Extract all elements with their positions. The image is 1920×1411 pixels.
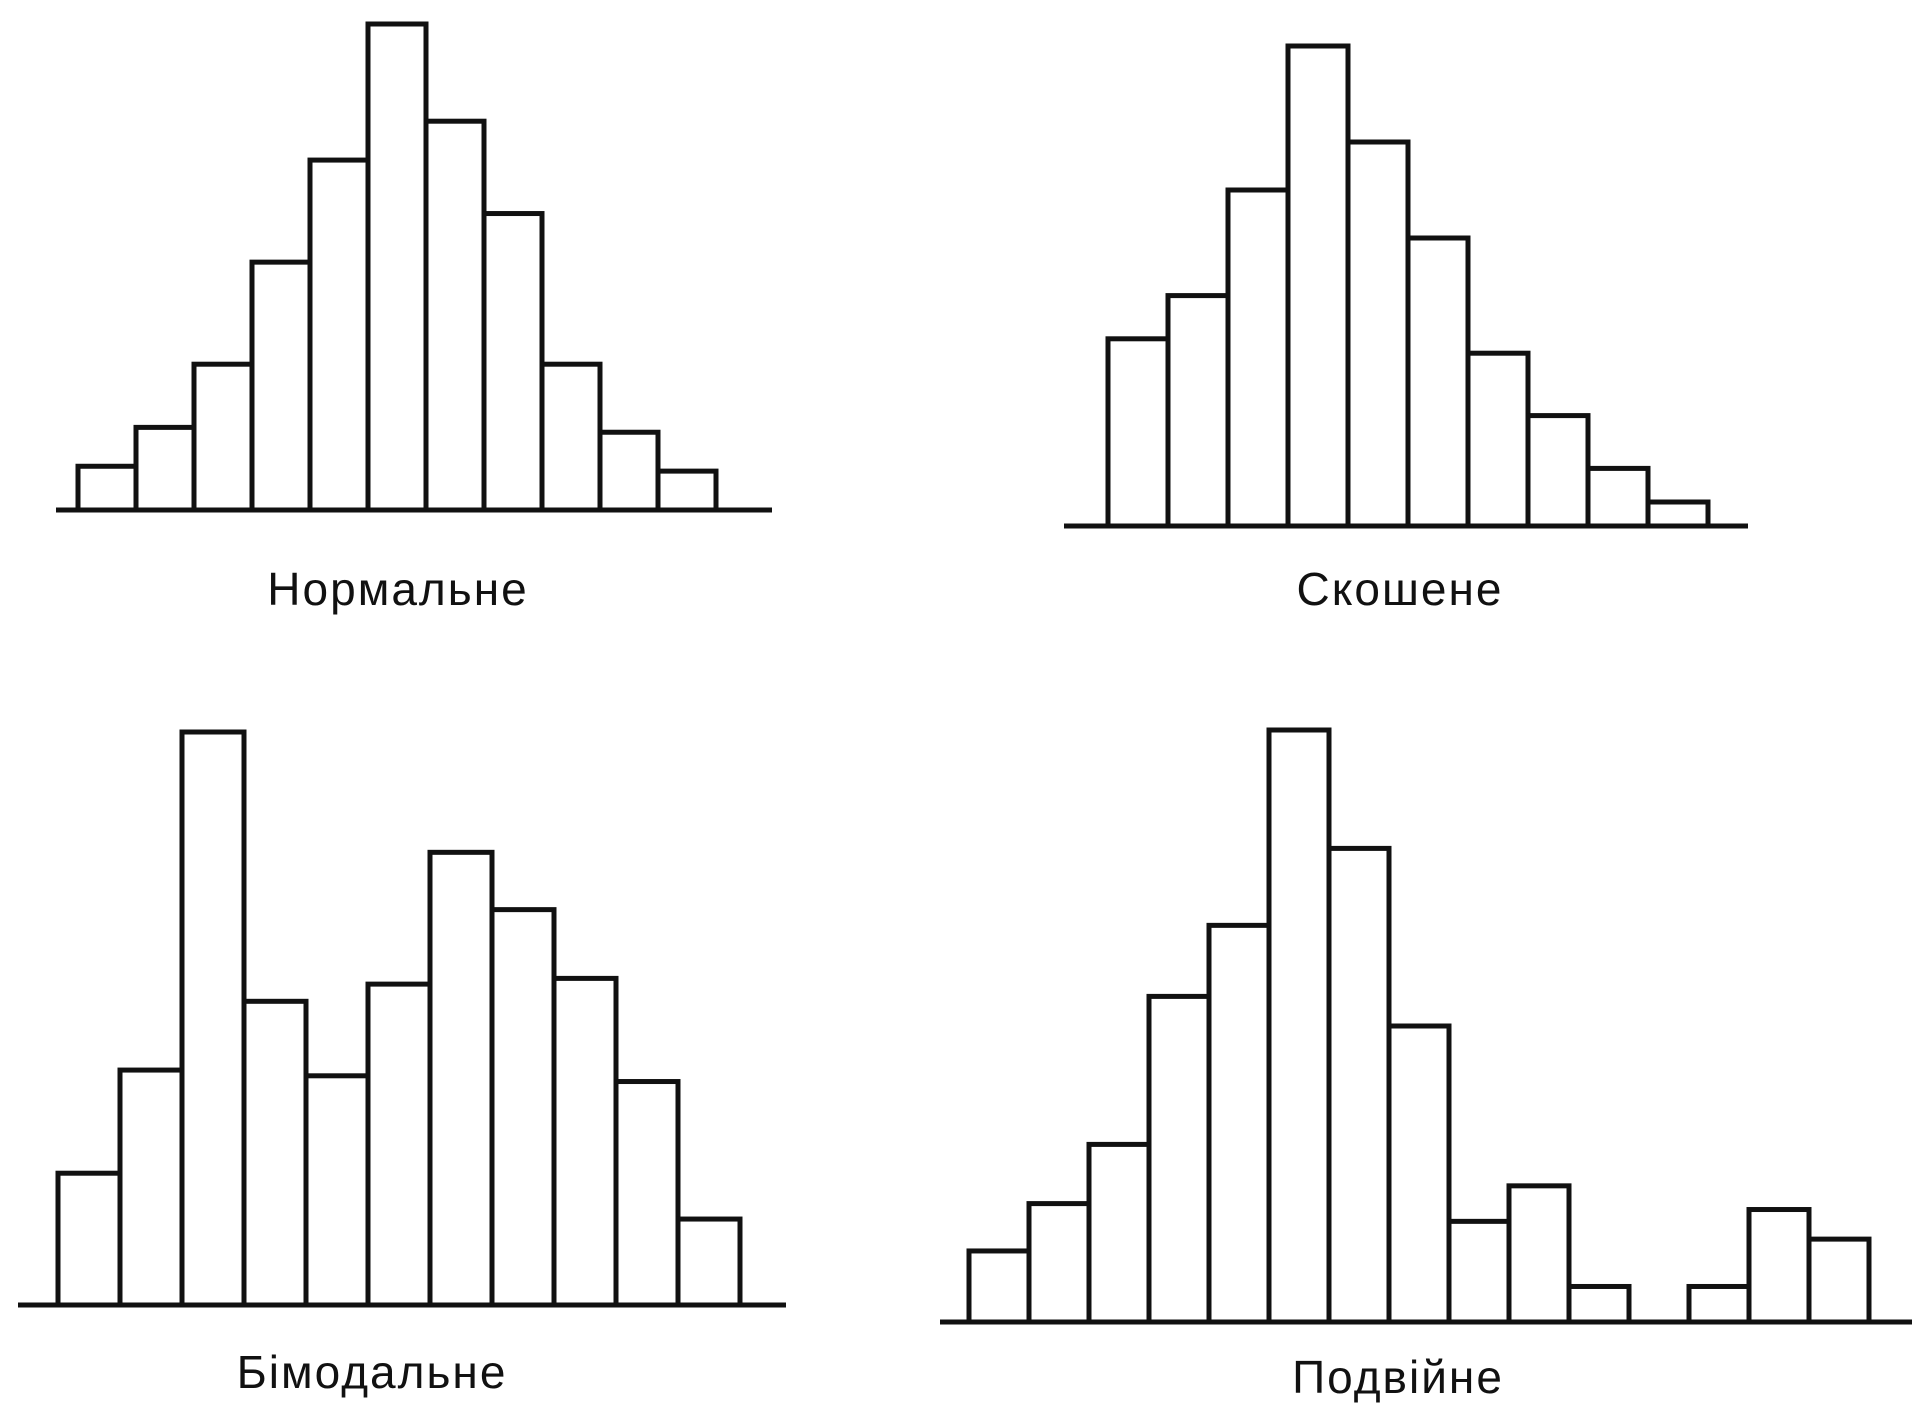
bimodal-bar-11 xyxy=(675,1216,743,1308)
bimodal-bar-1 xyxy=(55,1170,123,1308)
bimodal-bar-2 xyxy=(117,1067,185,1308)
double-bar-5 xyxy=(1206,922,1272,1325)
normal-bar-10 xyxy=(597,429,661,513)
skewed-bar-4 xyxy=(1285,43,1351,529)
bimodal-bar-8 xyxy=(489,907,557,1308)
double-bar-14 xyxy=(1746,1207,1812,1325)
histogram-bimodal-plot xyxy=(18,729,786,1308)
histogram-skewed-plot xyxy=(1064,43,1748,529)
skewed-bar-10 xyxy=(1645,499,1711,529)
histogram-skewed-caption: Скошене xyxy=(1296,563,1504,615)
skewed-bar-5 xyxy=(1345,139,1411,529)
histogram-double: Подвійне xyxy=(940,700,1920,1411)
double-bar-9 xyxy=(1446,1218,1512,1325)
normal-bar-8 xyxy=(481,211,545,513)
normal-bar-9 xyxy=(539,361,603,513)
bimodal-bar-4 xyxy=(241,998,309,1308)
histogram-normal-plot xyxy=(56,21,772,513)
double-bar-15 xyxy=(1806,1236,1872,1325)
double-bar-6 xyxy=(1266,727,1332,1325)
double-bar-4 xyxy=(1146,993,1212,1325)
double-bar-3 xyxy=(1086,1141,1152,1325)
skewed-bar-6 xyxy=(1405,235,1471,529)
bimodal-bar-10 xyxy=(613,1079,681,1308)
bimodal-bar-7 xyxy=(427,849,495,1308)
double-bar-8 xyxy=(1386,1023,1452,1325)
double-bar-7 xyxy=(1326,845,1392,1325)
bimodal-bar-9 xyxy=(551,975,619,1308)
bimodal-bar-6 xyxy=(365,981,433,1308)
double-bar-2 xyxy=(1026,1201,1092,1325)
skewed-bar-8 xyxy=(1525,413,1591,529)
skewed-bar-2 xyxy=(1165,293,1231,529)
histogram-bimodal-caption: Бімодальне xyxy=(236,1346,508,1398)
histogram-double-caption: Подвійне xyxy=(1292,1351,1504,1403)
normal-bar-5 xyxy=(307,157,371,513)
histogram-normal-caption: Нормальне xyxy=(267,563,529,615)
bimodal-bar-3 xyxy=(179,729,247,1308)
normal-bar-11 xyxy=(655,468,719,513)
bimodal-bar-5 xyxy=(303,1073,371,1308)
double-bar-13 xyxy=(1686,1283,1752,1325)
skewed-bar-3 xyxy=(1225,187,1291,529)
double-bar-1 xyxy=(966,1248,1032,1325)
histogram-bimodal: Бімодальне xyxy=(0,700,960,1411)
normal-bar-3 xyxy=(191,361,255,513)
histogram-double-plot xyxy=(940,727,1912,1325)
normal-bar-2 xyxy=(133,424,197,513)
double-bar-11 xyxy=(1566,1283,1632,1325)
normal-bar-1 xyxy=(75,463,139,513)
skewed-bar-1 xyxy=(1105,336,1171,529)
histogram-normal: Нормальне xyxy=(0,0,960,640)
histogram-skewed: Скошене xyxy=(960,0,1920,640)
skewed-bar-7 xyxy=(1465,350,1531,529)
normal-bar-6 xyxy=(365,21,429,513)
skewed-bar-9 xyxy=(1585,465,1651,529)
double-bar-10 xyxy=(1506,1183,1572,1325)
normal-bar-4 xyxy=(249,259,313,513)
normal-bar-7 xyxy=(423,118,487,513)
